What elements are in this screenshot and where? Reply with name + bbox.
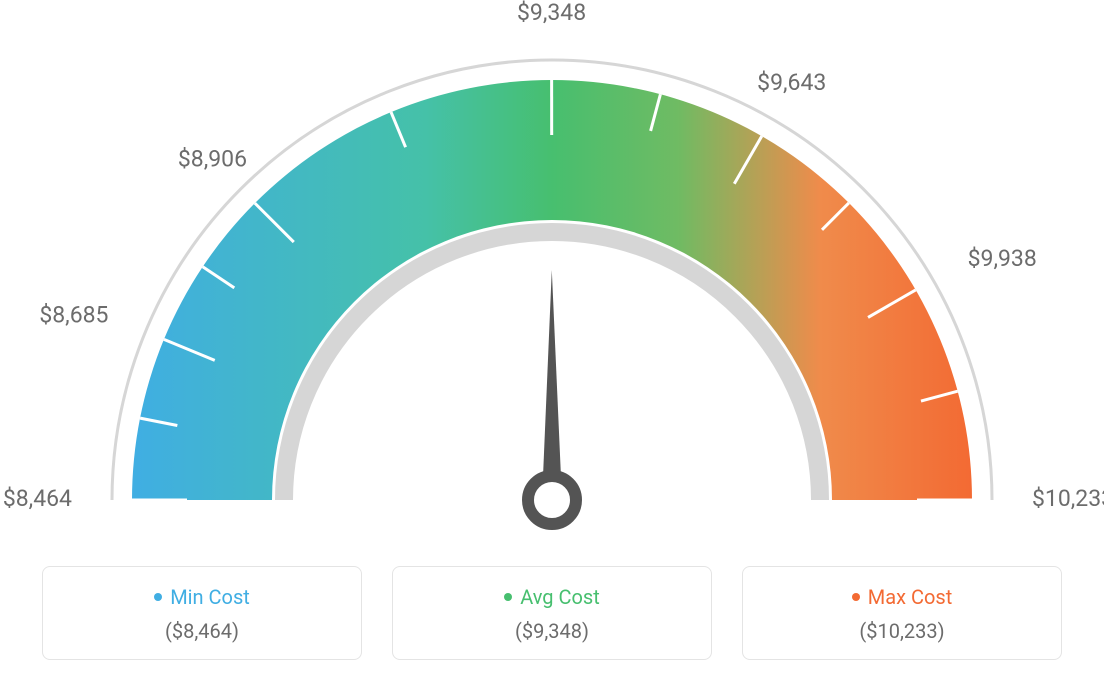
legend-value-max: ($10,233) (755, 619, 1049, 643)
legend-value-min: ($8,464) (55, 619, 349, 643)
svg-text:$8,685: $8,685 (39, 301, 108, 328)
legend-title-avg: Avg Cost (504, 585, 600, 609)
svg-text:$8,464: $8,464 (3, 485, 72, 512)
legend-card-min: Min Cost ($8,464) (42, 566, 362, 660)
legend-title-max: Max Cost (852, 585, 953, 609)
legend-title-label: Max Cost (868, 585, 953, 609)
svg-text:$9,643: $9,643 (757, 69, 826, 96)
svg-text:$10,233: $10,233 (1032, 485, 1104, 512)
cost-gauge: $8,464 $8,685 $8,906 $9,348 $9,643 $9,938 $10,… (0, 0, 1104, 560)
legend-card-max: Max Cost ($10,233) (742, 566, 1062, 660)
svg-text:$9,938: $9,938 (968, 245, 1037, 272)
dot-icon (154, 593, 162, 601)
legend-title-min: Min Cost (154, 585, 250, 609)
legend-title-label: Min Cost (170, 585, 250, 609)
dot-icon (504, 593, 512, 601)
legend-title-label: Avg Cost (520, 585, 600, 609)
dot-icon (852, 593, 860, 601)
legend-value-avg: ($9,348) (405, 619, 699, 643)
svg-text:$9,348: $9,348 (517, 0, 586, 26)
legend-card-avg: Avg Cost ($9,348) (392, 566, 712, 660)
svg-text:$8,906: $8,906 (178, 146, 247, 173)
legend-row: Min Cost ($8,464) Avg Cost ($9,348) Max … (0, 566, 1104, 660)
